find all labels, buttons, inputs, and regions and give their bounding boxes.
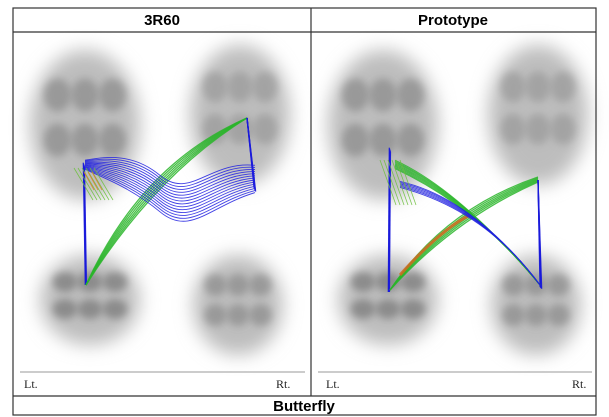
gait-line [93,167,114,201]
pressure-spot [77,299,103,319]
pressure-spot [204,274,227,296]
gait-line [91,171,103,191]
pressure-spot [369,78,397,112]
pressure-spot [71,78,99,112]
pressure-spot [43,78,72,112]
left-label: Lt. [326,377,340,391]
pressure-spot [204,304,227,326]
caption: Butterfly [273,398,335,415]
pressure-spot [102,272,128,292]
gait-line [84,168,256,222]
pressure-spot [249,304,272,326]
gait-lines [73,117,543,293]
gait-line [84,158,256,188]
pressure-spot [524,304,548,326]
pressure-spot [77,272,103,292]
gait-line [85,117,248,286]
gait-line [399,159,417,206]
gait-line [84,164,256,205]
pressure-spot [350,272,376,292]
pressure-spot [550,71,576,103]
pressure-spot [202,113,228,145]
pressure-spot [500,71,526,103]
gait-line [388,151,392,293]
pressure-spot [396,78,425,112]
pressure-spot [227,71,253,103]
gait-line [84,166,256,214]
pressure-spot [226,274,250,296]
gait-line [84,163,256,202]
pressure-spot [375,299,401,319]
pressure-spot [500,113,526,145]
pressure-spot [502,304,525,326]
gait-line [379,159,397,206]
pressure-spot [71,123,99,157]
right-label: Rt. [276,377,290,391]
pressure-spot [52,299,78,319]
pressure-spot [202,71,228,103]
gait-line [83,171,95,191]
gait-line [395,159,413,206]
pressure-spot [252,71,278,103]
gait-line [387,159,405,206]
gait-line [73,167,94,201]
pressure-spot [524,274,548,296]
pressure-spot [341,123,370,157]
pressure-spot [341,78,370,112]
gait-line [398,213,471,276]
pressure-spot [252,113,278,145]
pressure-spot [502,274,525,296]
gait-line [84,160,256,190]
pressure-spot [98,78,127,112]
gait-line [84,165,256,211]
pressure-spot [52,272,78,292]
right-label: Rt. [572,377,586,391]
gait-line [85,117,248,286]
gait-line [84,167,256,216]
panel-title: 3R60 [144,12,180,29]
gait-line [84,163,256,199]
pressure-spot [226,304,250,326]
gait-line [383,159,401,206]
footprints [30,45,588,355]
pressure-spot [227,113,253,145]
pressure-spot [98,123,127,157]
pressure-spot [102,299,128,319]
gait-line [87,171,99,191]
pressure-spot [547,304,570,326]
gait-line [84,162,256,196]
left-label: Lt. [24,377,38,391]
pressure-spot [350,299,376,319]
pressure-spot [547,274,570,296]
gait-line [537,179,543,289]
gait-line [389,181,539,291]
gait-line [85,117,248,286]
gait-line [391,159,409,206]
gait-line [85,117,248,286]
pressure-spot [400,299,426,319]
gait-line [246,117,257,192]
gait-line [84,157,256,185]
pressure-spot [369,123,397,157]
pressure-spot [525,113,551,145]
table-frame [12,7,597,416]
gait-line [84,161,256,193]
pressure-spot [396,123,425,157]
gait-line [77,167,98,201]
pressure-spot [249,274,272,296]
pressure-spot [400,272,426,292]
gait-line [399,186,541,286]
pressure-spot [550,113,576,145]
panel-title: Prototype [418,12,488,29]
pressure-spot [43,123,72,157]
pressure-spot [525,71,551,103]
gait-line [84,165,256,208]
gait-line [84,168,256,219]
